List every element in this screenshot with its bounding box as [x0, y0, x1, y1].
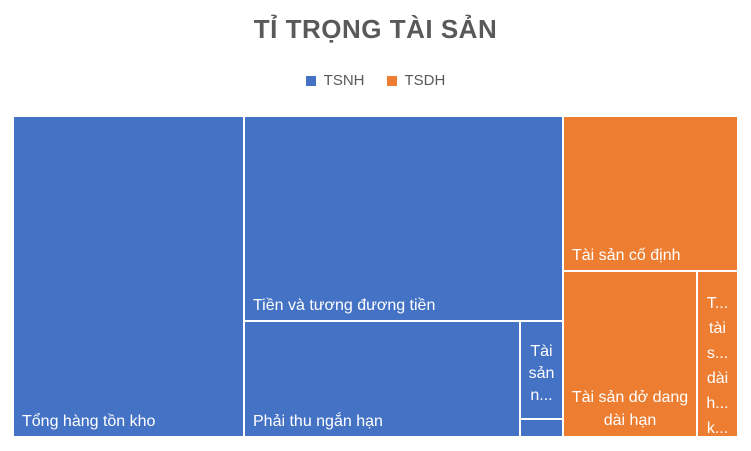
treemap-label: Tiền và tương đương tiền — [253, 297, 435, 314]
treemap-label: n... — [530, 387, 552, 404]
treemap-cell: T... tài s... dài h... k... — [698, 272, 737, 437]
treemap-label: dài hạn — [604, 412, 657, 429]
treemap-tile — [564, 272, 696, 436]
treemap-label: sản — [529, 365, 555, 382]
legend-swatch-tsnh — [305, 75, 316, 86]
treemap-label: k... — [707, 420, 728, 437]
treemap-label: h... — [706, 395, 728, 412]
treemap-label: T... — [707, 295, 728, 312]
legend-swatch-tsdh — [386, 75, 397, 86]
treemap-label: Tài sản dở dang — [572, 389, 688, 406]
treemap-label: Tổng hàng tồn kho — [22, 412, 156, 430]
treemap-tile — [698, 272, 737, 436]
legend-label-tsnh: TSNH — [323, 72, 365, 89]
treemap-cell: Tiền và tương đương tiền — [245, 117, 562, 320]
treemap-cell: Tài sản dở dang dài hạn — [564, 272, 696, 436]
treemap-label: Phải thu ngắn hạn — [253, 411, 383, 430]
treemap-cell: Tài sản n... — [521, 322, 562, 418]
treemap-label: Tài — [530, 343, 552, 360]
treemap-cell — [521, 420, 562, 436]
treemap-cell: Tài sản cố định — [564, 117, 737, 270]
treemap-label: dài — [707, 370, 728, 387]
treemap-label: tài — [709, 320, 726, 337]
treemap-tile — [14, 117, 243, 436]
chart-title: TỈ TRỌNG TÀI SẢN — [253, 14, 498, 44]
legend: TSNH TSDH — [0, 72, 751, 89]
legend-item-tsnh: TSNH — [305, 72, 365, 89]
treemap-cell: Tổng hàng tồn kho — [14, 117, 243, 436]
treemap-label: Tài sản cố định — [572, 247, 681, 264]
treemap-cell: Phải thu ngắn hạn — [245, 322, 519, 436]
treemap-label: s... — [707, 345, 728, 362]
treemap-tile — [245, 322, 519, 436]
legend-item-tsdh: TSDH — [386, 72, 446, 89]
treemap-tile — [521, 420, 562, 436]
legend-label-tsdh: TSDH — [404, 72, 446, 89]
treemap-tile — [521, 322, 562, 418]
treemap-tile — [245, 117, 562, 320]
treemap-tile — [564, 117, 737, 270]
